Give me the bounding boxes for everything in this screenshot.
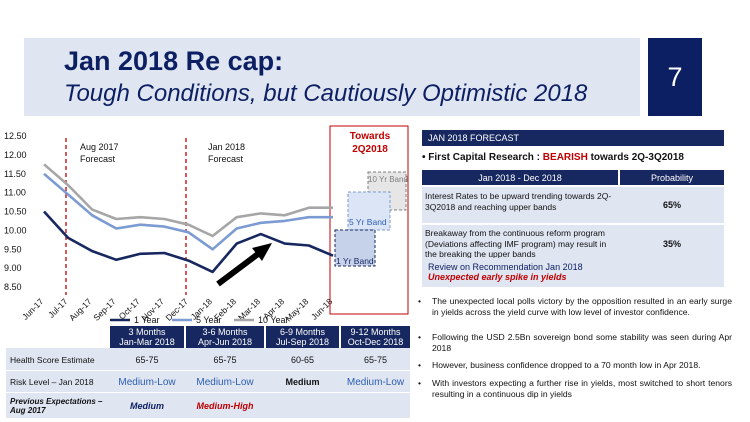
upward-trend-arrowhead [252,243,272,261]
score-cell [266,394,339,418]
forecast-summary: • First Capital Research : BEARISH towar… [422,152,684,163]
ten-year-band-label: 10 Yr Band [368,175,408,184]
y-tick-label: 10.00 [4,225,27,235]
title-banner [24,38,640,116]
probability-header: Probability [620,170,724,185]
legend-label: 5 Year [196,315,222,325]
probability-row-text: Breakaway from the continuous reform pro… [425,228,607,259]
score-cell: 65-75 [135,355,159,365]
period-column-range: Apr-Jun 2018 [197,336,253,347]
score-cell [341,394,410,418]
y-tick-label: 10.50 [4,207,27,217]
row-label: Health Score Estimate [10,355,95,365]
period-column-title: 3 Months [128,327,166,337]
legend-label: 10 Year [258,315,289,325]
forecast-heading: JAN 2018 FORECAST [422,130,724,146]
score-cell: 65-75 [213,355,237,365]
forecast-prefix: First Capital Research : [428,152,541,163]
towards-2q2018-box [329,125,409,315]
probability-row: Interest Rates to be upward trending tow… [422,187,724,223]
score-cell: Medium-High [196,401,254,411]
series-line-10-year [43,163,333,238]
jan-forecast-label-1: Jan 2018 [208,142,245,152]
period-column-header: 3 Months Jan-Mar 2018 [110,326,184,348]
probability-row-value: 65% [662,200,681,210]
one-year-band-label: 1 Yr Band [336,256,374,266]
review-title: Review on Recommendation Jan 2018 [428,262,583,272]
bearish-label: BEARISH [542,152,588,163]
yield-chart: 12.50 12.00 11.50 11.00 10.50 10.00 9.50 9.00 8.… [4,125,409,325]
probability-row-text: Interest Rates to be upward trending tow… [425,191,612,212]
one-year-band [334,229,376,267]
row-divider [6,370,410,371]
series-line-5-year [43,172,333,251]
score-cell: Medium-Low [196,376,254,388]
towards-period: 2Q2018 [352,144,388,155]
review-box: Review on Recommendation Jan 2018 Unexpe… [422,258,724,287]
probability-row: Breakaway from the continuous reform pro… [422,225,724,263]
period-column-header: 3-6 Months Apr-Jun 2018 [186,326,264,348]
aug-forecast-label-2: Forecast [80,154,116,164]
period-column-title: 6-9 Months [279,327,326,337]
row-divider [6,392,410,393]
row-label: Risk Level – Jan 2018 [10,377,94,387]
five-year-band [347,191,391,231]
towards-label: Towards [350,131,391,142]
period-header: Jan 2018 - Dec 2018 [422,170,618,185]
review-subtitle: Unexpected early spike in yields [428,272,567,282]
y-tick-label: 11.00 [4,188,26,198]
upward-trend-arrow [216,251,260,287]
period-column-range: Oct-Dec 2018 [347,336,404,347]
forecast-suffix: towards 2Q-3Q2018 [590,152,684,163]
y-tick-label: 9.50 [4,244,22,254]
x-tick-label: Aug-17 [67,296,94,323]
scores-table-body [6,348,410,418]
row-label: Previous Expectations – Aug 2017 [10,397,103,415]
page-subtitle: Tough Conditions, but Cautiously Optimis… [64,80,588,107]
x-tick-label: Jun-17 [20,296,46,322]
jan-forecast-label-2: Forecast [208,154,244,164]
y-tick-label: 11.50 [4,169,26,179]
period-column-title: 9-12 Months [350,327,401,337]
chart-legend: 1 Year 5 Year 10 Year [110,315,289,325]
score-cell: 60-65 [290,355,315,365]
period-column-range: Jan-Mar 2018 [119,336,175,347]
five-year-band-label: 5 Yr Band [349,217,387,227]
score-cell: 65-75 [363,355,388,365]
score-cell: Medium [129,401,164,411]
period-column-header: 9-12 Months Oct-Dec 2018 [341,326,410,348]
x-tick-label: Jun-18 [309,296,335,322]
probability-row-value: 35% [662,239,681,249]
probability-table: Jan 2018 - Dec 2018 Probability Interest… [422,170,724,263]
score-cell: Medium-Low [118,376,176,388]
score-cell: Medium-Low [346,376,405,388]
aug-forecast-label-1: Aug 2017 [80,142,119,152]
y-tick-label: 8.50 [4,282,22,292]
x-tick-label: Jul-17 [46,296,70,320]
y-tick-label: 12.50 [4,131,27,141]
period-column-title: 3-6 Months [202,327,248,337]
page-number: 7 [648,38,702,116]
legend-label: 1 Year [134,315,160,325]
score-cell: Medium [285,377,320,387]
probability-table-header: Jan 2018 - Dec 2018 Probability [422,170,724,185]
y-tick-label: 12.00 [4,150,27,160]
forecast-bullet-dot: • [422,152,426,163]
page-title: Jan 2018 Re cap: [64,46,284,76]
series-line-1-year [43,210,334,274]
y-tick-label: 9.00 [4,263,22,273]
period-column-range: Jul-Sep 2018 [275,336,330,347]
period-column-header: 6-9 Months Jul-Sep 2018 [266,326,339,348]
